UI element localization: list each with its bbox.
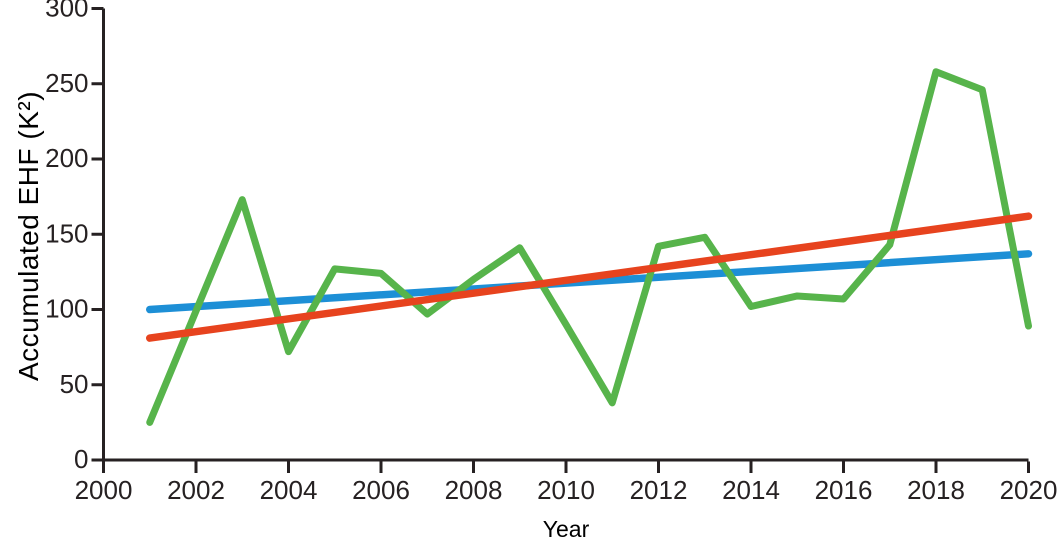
- x-tick-label: 2016: [815, 475, 873, 505]
- y-tick-label: 300: [45, 0, 88, 23]
- y-tick-label: 0: [74, 444, 88, 474]
- y-tick-label: 150: [45, 218, 88, 248]
- x-tick-labels: 2000 2002 2004 2006 2008 2010 2012 2014 2016 2018…: [75, 475, 1058, 505]
- x-tick-label: 2010: [537, 475, 595, 505]
- series-trend-line-blue: [146, 250, 1033, 314]
- x-tick-label: 2002: [167, 475, 225, 505]
- x-tick-label: 2020: [1000, 475, 1058, 505]
- x-tick-label: 2006: [352, 475, 410, 505]
- series-trend-line-red: [146, 212, 1033, 342]
- x-axis-title: Year: [543, 516, 590, 540]
- x-tick-label: 2012: [630, 475, 688, 505]
- x-tick-label: 2008: [445, 475, 503, 505]
- x-tick-label: 2000: [75, 475, 133, 505]
- y-tick-label: 200: [45, 143, 88, 173]
- y-tick-label: 50: [60, 369, 89, 399]
- x-tick-label: 2004: [260, 475, 318, 505]
- series-accumulated-ehf-annual: [146, 68, 1032, 426]
- series-group: [146, 68, 1033, 426]
- x-tick-label: 2018: [907, 475, 965, 505]
- x-tick-label: 2014: [722, 475, 780, 505]
- y-tick-label: 250: [45, 68, 88, 98]
- y-axis-title: Accumulated EHF (K²): [13, 91, 44, 381]
- y-tick-labels: 0 50 100 150 200 250 300: [45, 0, 88, 474]
- y-tick-label: 100: [45, 294, 88, 324]
- axes: [91, 7, 1030, 473]
